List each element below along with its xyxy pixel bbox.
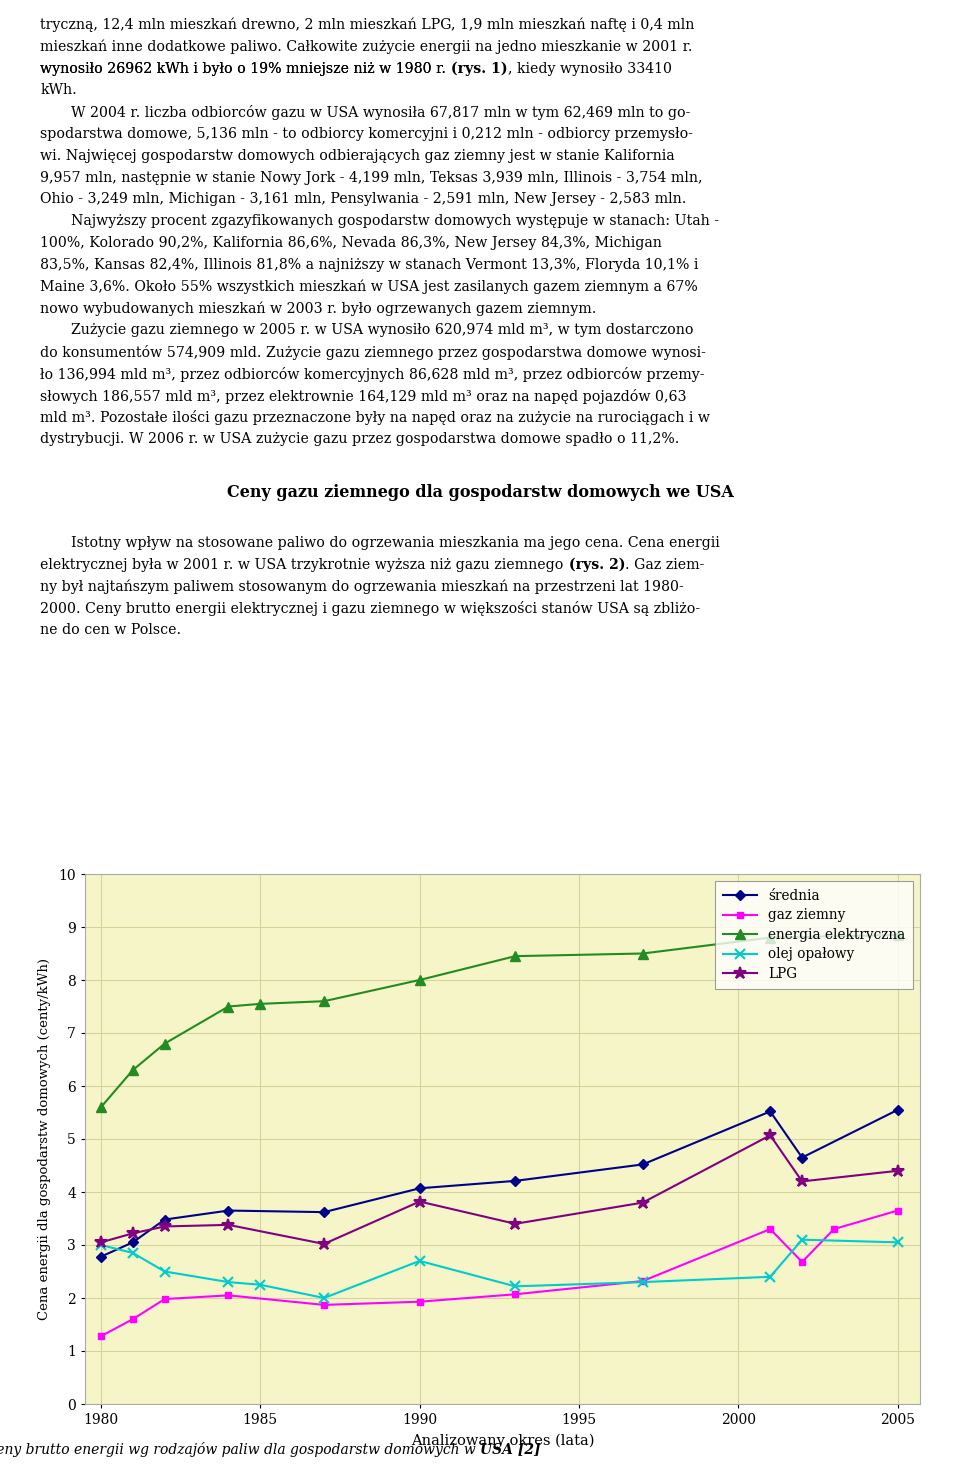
olej opałowy — [414, 1252, 425, 1269]
olej opałowy — [223, 1274, 234, 1291]
Text: (rys. 1): (rys. 1) — [446, 61, 508, 76]
olej opałowy — [95, 1236, 107, 1253]
średnia — [797, 1149, 808, 1167]
energia elektryczna — [510, 947, 521, 965]
Legend: średnia, gaz ziemny, energia elektryczna, olej opałowy, LPG: średnia, gaz ziemny, energia elektryczna… — [714, 881, 913, 988]
Text: do konsumentów 574,909 mld. Zużycie gazu ziemnego przez gospodarstwa domowe wyno: do konsumentów 574,909 mld. Zużycie gazu… — [40, 346, 707, 360]
Text: mieszkań inne dodatkowe paliwo. Całkowite zużycie energii na jedno mieszkanie w : mieszkań inne dodatkowe paliwo. Całkowit… — [40, 40, 693, 54]
energia elektryczna — [764, 928, 776, 946]
gaz ziemny — [892, 1202, 903, 1220]
średnia — [223, 1202, 234, 1220]
energia elektryczna — [892, 927, 903, 944]
Text: W 2004 r. liczba odbiorców gazu w USA wynosiła 67,817 mln w tym 62,469 mln to go: W 2004 r. liczba odbiorców gazu w USA wy… — [71, 105, 690, 120]
Text: wynosiło 26962 kWh i było o 19% mniejsze niż w 1980 r.: wynosiło 26962 kWh i było o 19% mniejsze… — [40, 61, 446, 76]
LPG — [95, 1234, 107, 1252]
Text: mld m³. Pozostałe ilości gazu przeznaczone były na napęd oraz na zużycie na ruro: mld m³. Pozostałe ilości gazu przeznaczo… — [40, 410, 710, 426]
LPG — [159, 1218, 171, 1236]
Text: , kiedy wynosiło 33410: , kiedy wynosiło 33410 — [508, 61, 672, 76]
olej opałowy — [637, 1274, 649, 1291]
gaz ziemny — [159, 1290, 171, 1307]
Text: wynosiło 26962 kWh i było o 19% mniejsze niż w 1980 r.: wynosiło 26962 kWh i było o 19% mniejsze… — [40, 61, 446, 76]
Text: (rys. 2): (rys. 2) — [564, 558, 625, 572]
gaz ziemny — [828, 1221, 840, 1239]
Text: Ohio - 3,249 mln, Michigan - 3,161 mln, Pensylwania - 2,591 mln, New Jersey - 2,: Ohio - 3,249 mln, Michigan - 3,161 mln, … — [40, 192, 686, 206]
średnia — [95, 1247, 107, 1265]
gaz ziemny — [797, 1253, 808, 1271]
Text: Rys. 2. Ceny brutto energii wg rodzajów paliw dla gospodarstw domowych w: Rys. 2. Ceny brutto energii wg rodzajów … — [0, 1442, 480, 1457]
średnia — [892, 1101, 903, 1118]
Text: Maine 3,6%. Około 55% wszystkich mieszkań w USA jest zasilanych gazem ziemnym a : Maine 3,6%. Około 55% wszystkich mieszka… — [40, 280, 698, 294]
średnia — [319, 1203, 330, 1221]
Text: dystrybucji. W 2006 r. w USA zużycie gazu przez gospodarstwa domowe spadło o 11,: dystrybucji. W 2006 r. w USA zużycie gaz… — [40, 432, 680, 447]
Line: średnia: średnia — [98, 1107, 901, 1261]
Line: olej opałowy: olej opałowy — [96, 1234, 902, 1303]
gaz ziemny — [510, 1285, 521, 1303]
Y-axis label: Cena energii dla gospodarstw domowych (centy/kWh): Cena energii dla gospodarstw domowych (c… — [38, 957, 52, 1321]
gaz ziemny — [637, 1272, 649, 1290]
gaz ziemny — [319, 1296, 330, 1313]
LPG — [892, 1162, 903, 1180]
średnia — [510, 1173, 521, 1190]
Text: USA [2]: USA [2] — [480, 1442, 540, 1457]
olej opałowy — [510, 1278, 521, 1296]
energia elektryczna — [414, 971, 425, 988]
LPG — [797, 1173, 808, 1190]
Text: 100%, Kolorado 90,2%, Kalifornia 86,6%, Nevada 86,3%, New Jersey 84,3%, Michigan: 100%, Kolorado 90,2%, Kalifornia 86,6%, … — [40, 236, 662, 250]
energia elektryczna — [95, 1098, 107, 1116]
Text: ny był najtańszym paliwem stosowanym do ogrzewania mieszkań na przestrzeni lat 1: ny był najtańszym paliwem stosowanym do … — [40, 580, 684, 594]
Text: tryczną, 12,4 mln mieszkań drewno, 2 mln mieszkań LPG, 1,9 mln mieszkań naftę i : tryczną, 12,4 mln mieszkań drewno, 2 mln… — [40, 18, 695, 32]
Text: kWh.: kWh. — [40, 83, 77, 98]
gaz ziemny — [223, 1287, 234, 1304]
LPG — [223, 1217, 234, 1234]
gaz ziemny — [414, 1293, 425, 1310]
Text: słowych 186,557 mld m³, przez elektrownie 164,129 mld m³ oraz na napęd pojazdów : słowych 186,557 mld m³, przez elektrowni… — [40, 388, 686, 404]
Line: LPG: LPG — [95, 1129, 904, 1250]
Text: ne do cen w Polsce.: ne do cen w Polsce. — [40, 624, 181, 637]
średnia — [637, 1155, 649, 1173]
LPG — [414, 1193, 425, 1211]
Text: elektrycznej była w 2001 r. w USA trzykrotnie wyższa niż gazu ziemnego: elektrycznej była w 2001 r. w USA trzykr… — [40, 558, 564, 571]
Text: spodarstwa domowe, 5,136 mln - to odbiorcy komercyjni i 0,212 mln - odbiorcy prz: spodarstwa domowe, 5,136 mln - to odbior… — [40, 127, 693, 141]
energia elektryczna — [637, 944, 649, 962]
Line: energia elektryczna: energia elektryczna — [96, 930, 902, 1113]
LPG — [510, 1215, 521, 1233]
LPG — [319, 1236, 330, 1253]
Text: nowo wybudowanych mieszkań w 2003 r. było ogrzewanych gazem ziemnym.: nowo wybudowanych mieszkań w 2003 r. był… — [40, 302, 597, 316]
gaz ziemny — [95, 1328, 107, 1345]
LPG — [764, 1126, 776, 1143]
gaz ziemny — [127, 1310, 138, 1328]
średnia — [764, 1102, 776, 1120]
energia elektryczna — [254, 996, 266, 1013]
X-axis label: Analizowany okres (lata): Analizowany okres (lata) — [411, 1433, 594, 1448]
LPG — [127, 1224, 138, 1241]
gaz ziemny — [764, 1221, 776, 1239]
Line: gaz ziemny: gaz ziemny — [98, 1208, 901, 1340]
olej opałowy — [127, 1244, 138, 1262]
Text: 2000. Ceny brutto energii elektrycznej i gazu ziemnego w większości stanów USA s: 2000. Ceny brutto energii elektrycznej i… — [40, 602, 701, 616]
Text: Istotny wpływ na stosowane paliwo do ogrzewania mieszkania ma jego cena. Cena en: Istotny wpływ na stosowane paliwo do ogr… — [71, 536, 720, 550]
energia elektryczna — [127, 1061, 138, 1079]
Text: Zużycie gazu ziemnego w 2005 r. w USA wynosiło 620,974 mld m³, w tym dostarczono: Zużycie gazu ziemnego w 2005 r. w USA wy… — [71, 324, 693, 337]
Text: ło 136,994 mld m³, przez odbiorców komercyjnych 86,628 mld m³, przez odbiorców p: ło 136,994 mld m³, przez odbiorców komer… — [40, 367, 705, 382]
Text: Najwyższy procent zgazyfikowanych gospodarstw domowych występuje w stanach: Utah: Najwyższy procent zgazyfikowanych gospod… — [71, 214, 719, 228]
energia elektryczna — [223, 998, 234, 1016]
średnia — [127, 1234, 138, 1252]
średnia — [159, 1211, 171, 1228]
energia elektryczna — [159, 1035, 171, 1053]
olej opałowy — [892, 1234, 903, 1252]
Text: Ceny gazu ziemnego dla gospodarstw domowych we USA: Ceny gazu ziemnego dla gospodarstw domow… — [227, 485, 733, 501]
energia elektryczna — [319, 993, 330, 1010]
średnia — [414, 1180, 425, 1198]
Text: . Gaz ziem-: . Gaz ziem- — [625, 558, 705, 571]
Text: 9,957 mln, następnie w stanie Nowy Jork - 4,199 mln, Teksas 3,939 mln, Illinois : 9,957 mln, następnie w stanie Nowy Jork … — [40, 171, 703, 184]
Text: wi. Najwięcej gospodarstw domowych odbierających gaz ziemny jest w stanie Kalifo: wi. Najwięcej gospodarstw domowych odbie… — [40, 149, 675, 163]
olej opałowy — [797, 1231, 808, 1249]
olej opałowy — [159, 1263, 171, 1281]
LPG — [637, 1193, 649, 1211]
olej opałowy — [319, 1290, 330, 1307]
olej opałowy — [254, 1277, 266, 1294]
Text: 83,5%, Kansas 82,4%, Illinois 81,8% a najniższy w stanach Vermont 13,3%, Floryda: 83,5%, Kansas 82,4%, Illinois 81,8% a na… — [40, 258, 699, 272]
olej opałowy — [764, 1268, 776, 1285]
